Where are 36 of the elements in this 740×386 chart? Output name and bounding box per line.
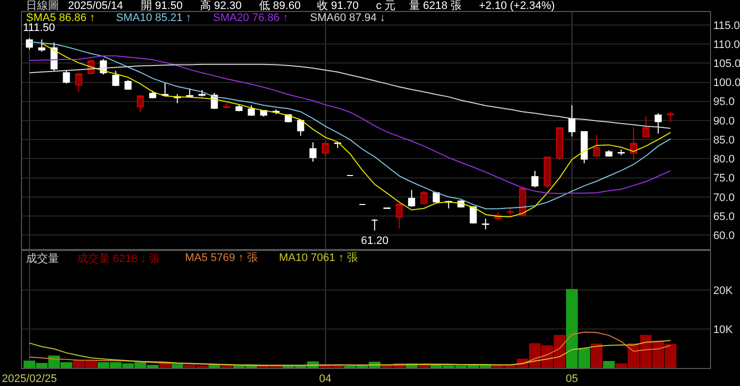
y-tick-label: 110.0 [713, 38, 740, 51]
x-tick-label: 2025/02/25 [2, 373, 57, 386]
y-tick-label: 80.0 [713, 154, 735, 166]
annotation: 量 6218 張 [409, 0, 462, 12]
chart-title: 日線圖 [26, 0, 59, 12]
annotation: 61.20 [361, 235, 389, 247]
y-tick-label: 105.0 [713, 58, 740, 70]
annotation: c 元 [376, 0, 396, 12]
y-tick-label: 115.0 [713, 20, 740, 32]
annotation: 收 91.70 [317, 0, 359, 12]
text: SMA60 87.94 ↓ [310, 12, 386, 24]
y-tick-label: 65.0 [713, 210, 735, 223]
y-tick-label: 90.0 [713, 115, 735, 128]
y-tick-label: 95.0 [713, 96, 735, 108]
annotation: 開 91.50 [141, 0, 183, 12]
y-tick-label: 70.0 [713, 192, 735, 204]
annotation: 低 89.60 [259, 0, 301, 12]
text: SMA10 85.21 ↑ [116, 12, 192, 24]
annotation: 111.50 [23, 22, 56, 34]
y-tick-label: 100.0 [713, 77, 740, 90]
text: SMA20 76.86 ↑ [213, 12, 288, 24]
annotation: +2.10 (+2.34%) [479, 0, 555, 12]
y-tick-label: 20K [713, 284, 734, 297]
x-tick-label: 04 [319, 373, 332, 386]
text: SMA5 86.86 ↑ [26, 12, 96, 24]
y-tick-label: 10K [713, 324, 734, 336]
annotation: 高 92.30 [200, 0, 242, 12]
x-tick-label: 05 [566, 373, 578, 386]
text: MA5 5769 ↑ 張 [185, 252, 258, 264]
y-tick-label: 75.0 [713, 172, 735, 185]
chart-title: 成交量 [26, 252, 59, 265]
text: MA10 7061 ↑ 張 [279, 252, 358, 264]
y-tick-label: 85.0 [713, 134, 735, 146]
annotation: 2025/05/14 [68, 0, 124, 12]
y-tick-label: 60.0 [713, 230, 735, 242]
text: 成交量 6218 ↓ 張 [77, 252, 160, 265]
